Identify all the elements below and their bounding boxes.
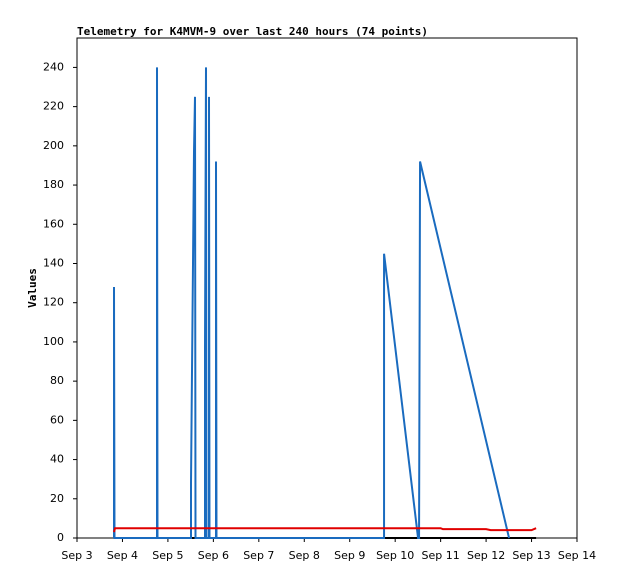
y-tick-label: 160	[43, 217, 64, 230]
chart-title: Telemetry for K4MVM-9 over last 240 hour…	[77, 25, 428, 38]
x-tick-label: Sep 6	[198, 549, 229, 562]
x-tick-label: Sep 14	[558, 549, 596, 562]
x-tick-label: Sep 3	[61, 549, 92, 562]
x-tick-label: Sep 12	[467, 549, 505, 562]
y-tick-label: 200	[43, 139, 64, 152]
y-tick-label: 140	[43, 256, 64, 269]
x-tick-label: Sep 11	[422, 549, 460, 562]
y-tick-label: 180	[43, 178, 64, 191]
x-tick-label: Sep 8	[289, 549, 320, 562]
x-tick-label: Sep 4	[107, 549, 138, 562]
x-tick-label: Sep 7	[243, 549, 274, 562]
y-tick-label: 120	[43, 296, 64, 309]
plot-frame	[76, 37, 578, 539]
series-line	[113, 527, 537, 533]
series-line	[113, 67, 511, 539]
y-tick-label: 100	[43, 335, 64, 348]
y-tick-label: 20	[50, 492, 64, 505]
y-tick-label: 60	[50, 413, 64, 426]
y-axis-label: Values	[26, 268, 39, 308]
y-tick-label: 220	[43, 100, 64, 113]
x-tick-label: Sep 5	[152, 549, 183, 562]
y-tick-label: 80	[50, 374, 64, 387]
x-tick-label: Sep 10	[376, 549, 414, 562]
y-tick-label: 240	[43, 60, 64, 73]
y-tick-label: 40	[50, 453, 64, 466]
x-tick-label: Sep 13	[512, 549, 550, 562]
y-tick-label: 0	[57, 531, 64, 544]
x-tick-label: Sep 9	[334, 549, 365, 562]
